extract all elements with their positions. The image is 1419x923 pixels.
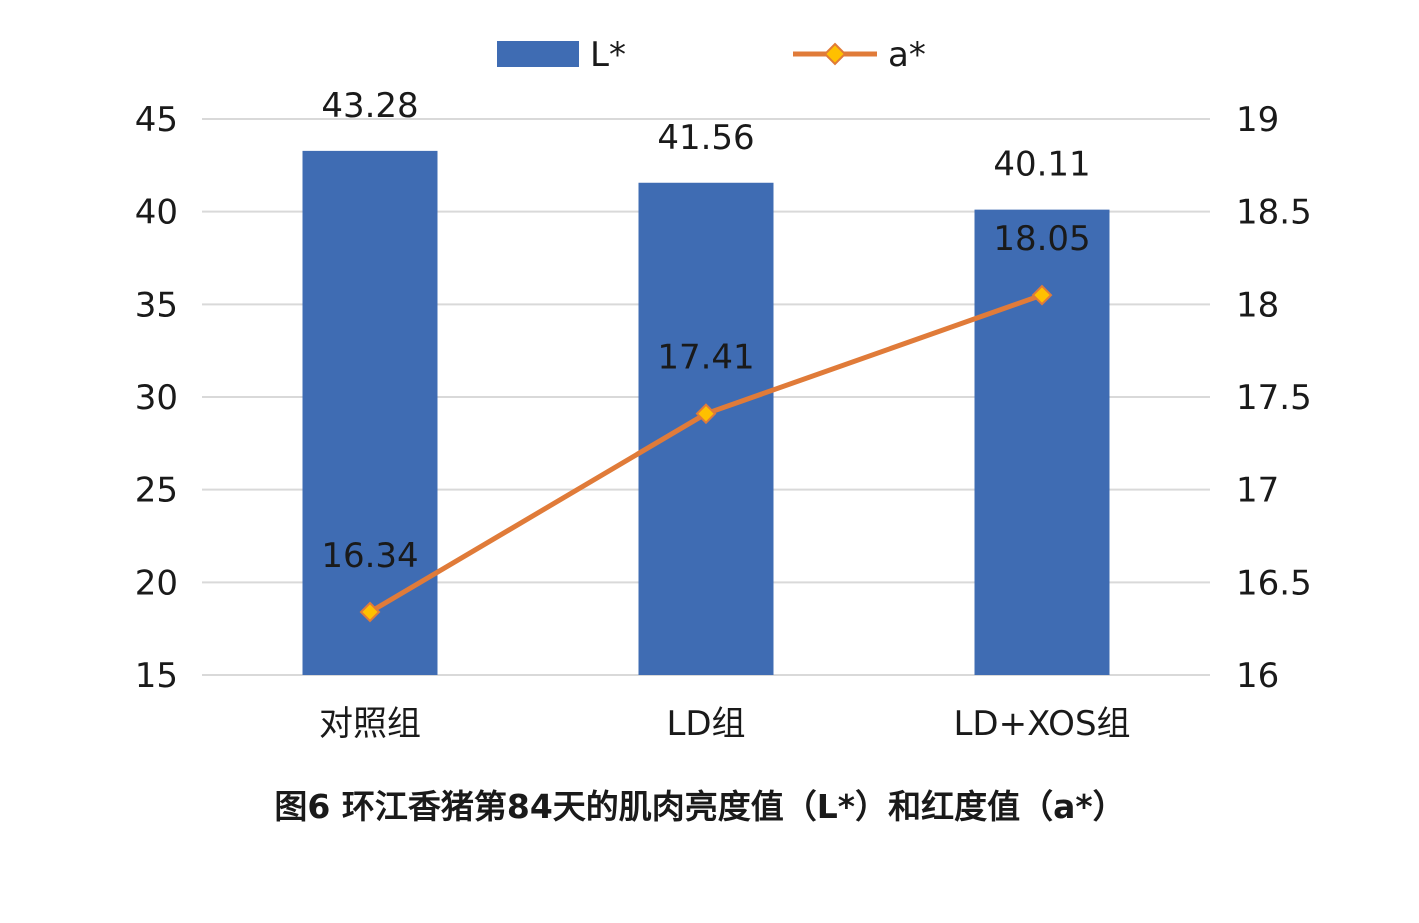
bars: [302, 150, 1110, 676]
line-data-label: 16.34: [321, 536, 418, 576]
legend: L* a*: [497, 35, 926, 75]
line-labels: 16.34 17.41 18.05: [321, 219, 1090, 576]
left-tick-label: 45: [135, 100, 178, 140]
line-data-label: 18.05: [993, 219, 1090, 259]
legend-bar-label: L*: [590, 35, 626, 75]
chart-caption: 图6 环江香猪第84天的肌肉亮度值（L*）和红度值（a*）: [274, 787, 1125, 826]
bar: [974, 209, 1110, 676]
category-labels: 对照组 LD组 LD+XOS组: [319, 704, 1131, 744]
left-tick-label: 15: [135, 656, 178, 696]
bar: [302, 150, 438, 676]
right-tick-label: 16.5: [1236, 563, 1312, 603]
bar: [638, 182, 774, 675]
bar-data-label: 40.11: [993, 145, 1090, 185]
right-tick-label: 18: [1236, 285, 1279, 325]
bar-labels: 43.28 41.56 40.11: [321, 86, 1090, 185]
legend-line-label: a*: [888, 35, 926, 75]
point-marker: [1031, 284, 1053, 306]
legend-bar-swatch: [497, 41, 579, 67]
left-tick-label: 20: [135, 563, 178, 603]
left-axis-ticks: 15 20 25 30 35 40 45: [135, 100, 178, 696]
left-tick-label: 40: [135, 193, 178, 233]
left-tick-label: 35: [135, 285, 178, 325]
line-data-label: 17.41: [657, 338, 754, 378]
point-marker: [359, 601, 381, 623]
right-tick-label: 19: [1236, 100, 1279, 140]
bar-data-label: 43.28: [321, 86, 418, 126]
category-label: LD+XOS组: [953, 704, 1130, 744]
category-label: 对照组: [319, 704, 421, 744]
legend-line-marker: [823, 42, 847, 66]
point-marker: [695, 403, 717, 425]
right-tick-label: 17.5: [1236, 378, 1312, 418]
right-tick-label: 17: [1236, 471, 1279, 511]
line-series: [359, 284, 1053, 623]
bar-data-label: 41.56: [657, 118, 754, 158]
right-tick-label: 16: [1236, 656, 1279, 696]
right-axis-ticks: 16 16.5 17 17.5 18 18.5 19: [1236, 100, 1312, 696]
left-tick-label: 25: [135, 471, 178, 511]
right-tick-label: 18.5: [1236, 193, 1312, 233]
left-tick-label: 30: [135, 378, 178, 418]
category-label: LD组: [666, 704, 745, 744]
